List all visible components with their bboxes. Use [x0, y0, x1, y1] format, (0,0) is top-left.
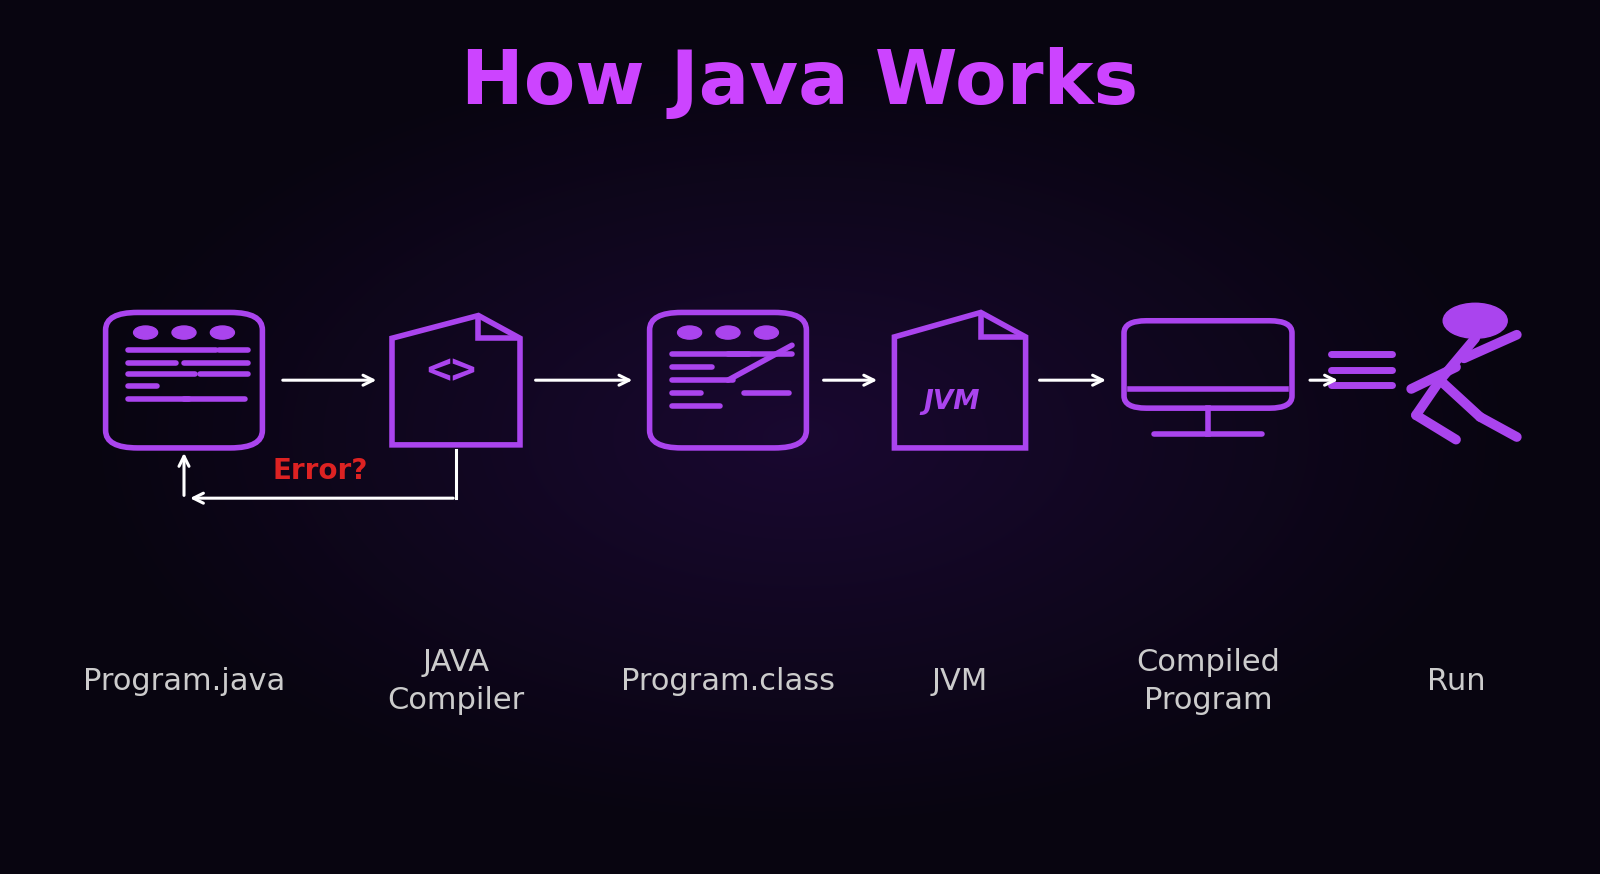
Text: How Java Works: How Java Works [461, 46, 1139, 120]
Circle shape [755, 326, 779, 339]
Text: Program.java: Program.java [83, 667, 285, 697]
Text: Compiled
Program: Compiled Program [1136, 649, 1280, 715]
Text: Run: Run [1427, 667, 1485, 697]
Text: JAVA
Compiler: JAVA Compiler [387, 649, 525, 715]
Circle shape [211, 326, 235, 339]
Text: JVM: JVM [923, 389, 981, 415]
Circle shape [1443, 303, 1507, 338]
Circle shape [717, 326, 739, 339]
Circle shape [678, 326, 701, 339]
Text: <>: <> [426, 350, 477, 392]
Text: Error?: Error? [272, 457, 368, 485]
Circle shape [134, 326, 157, 339]
Text: Program.class: Program.class [621, 667, 835, 697]
Circle shape [173, 326, 195, 339]
Text: JVM: JVM [931, 667, 989, 697]
